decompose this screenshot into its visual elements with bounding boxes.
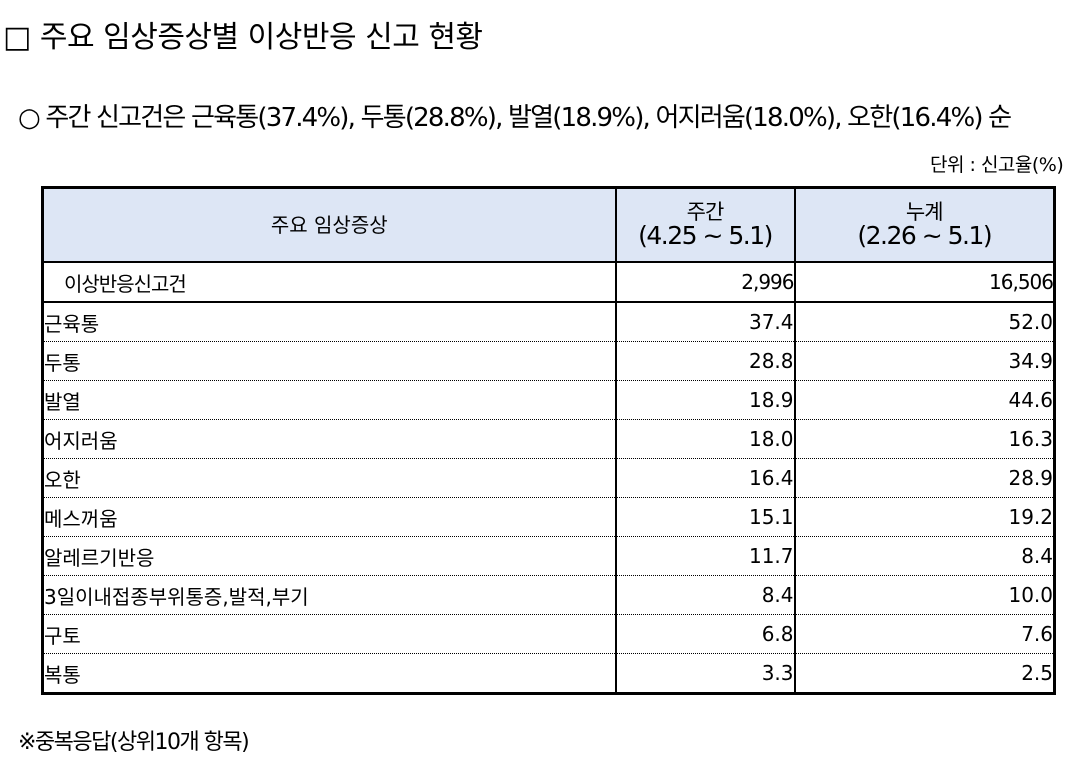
- header-symptom: 주요 임상증상: [41, 186, 617, 263]
- row-label: 메스꺼움: [41, 497, 617, 537]
- row-cumulative: 16.3: [793, 419, 1056, 459]
- row-cumulative: 8.4: [793, 536, 1056, 576]
- row-weekly: 37.4: [614, 302, 796, 342]
- row-label: 복통: [41, 653, 617, 694]
- header-cumulative: 누계 (2.26 ~ 5.1): [793, 186, 1056, 263]
- total-cumulative: 16,506: [793, 262, 1056, 303]
- row-weekly: 18.9: [614, 380, 796, 420]
- total-label: 이상반응신고건: [41, 262, 617, 303]
- row-weekly: 16.4: [614, 458, 796, 498]
- table-row: 구토 6.8 7.6: [41, 614, 1056, 654]
- row-label: 어지러움: [41, 419, 617, 459]
- header-weekly: 주간 (4.25 ~ 5.1): [614, 186, 796, 263]
- weekly-summary: ○ 주간 신고건은 근육통(37.4%), 두통(28.8%), 발열(18.9…: [18, 103, 1012, 133]
- row-weekly: 15.1: [614, 497, 796, 537]
- table-row: 알레르기반응 11.7 8.4: [41, 536, 1056, 576]
- table-row: 근육통 37.4 52.0: [41, 302, 1056, 342]
- table-row: 발열 18.9 44.6: [41, 380, 1056, 420]
- row-cumulative: 7.6: [793, 614, 1056, 654]
- unit-label: 단위 : 신고율(%): [930, 154, 1064, 176]
- row-weekly: 18.0: [614, 419, 796, 459]
- row-cumulative: 34.9: [793, 341, 1056, 381]
- section-heading: □ 주요 임상증상별 이상반응 신고 현황: [3, 20, 483, 55]
- row-cumulative: 19.2: [793, 497, 1056, 537]
- row-label: 근육통: [41, 302, 617, 342]
- row-label: 알레르기반응: [41, 536, 617, 576]
- header-cumulative-label: 누계: [905, 199, 944, 224]
- table-header-row: 주요 임상증상 주간 (4.25 ~ 5.1) 누계 (2.26 ~ 5.1): [41, 186, 1056, 263]
- row-label: 발열: [41, 380, 617, 420]
- table-row: 3일이내접종부위통증,발적,부기 8.4 10.0: [41, 575, 1056, 615]
- total-weekly: 2,996: [614, 262, 796, 303]
- row-weekly: 3.3: [614, 653, 796, 694]
- row-cumulative: 44.6: [793, 380, 1056, 420]
- row-weekly: 11.7: [614, 536, 796, 576]
- row-cumulative: 28.9: [793, 458, 1056, 498]
- row-weekly: 28.8: [614, 341, 796, 381]
- row-cumulative: 2.5: [793, 653, 1056, 694]
- table-row: 오한 16.4 28.9: [41, 458, 1056, 498]
- header-weekly-label: 주간: [686, 199, 725, 224]
- header-cumulative-period: (2.26 ~ 5.1): [857, 220, 992, 250]
- total-row: 이상반응신고건 2,996 16,506: [41, 262, 1056, 303]
- table-row: 복통 3.3 2.5: [41, 653, 1056, 694]
- header-weekly-period: (4.25 ~ 5.1): [638, 220, 773, 250]
- table-row: 메스꺼움 15.1 19.2: [41, 497, 1056, 537]
- row-label: 3일이내접종부위통증,발적,부기: [41, 575, 617, 615]
- symptom-table: 주요 임상증상 주간 (4.25 ~ 5.1) 누계 (2.26 ~ 5.1) …: [41, 186, 1056, 695]
- row-label: 오한: [41, 458, 617, 498]
- row-label: 구토: [41, 614, 617, 654]
- row-weekly: 8.4: [614, 575, 796, 615]
- row-cumulative: 10.0: [793, 575, 1056, 615]
- table-row: 두통 28.8 34.9: [41, 341, 1056, 381]
- footnote: ※중복응답(상위10개 항목): [18, 730, 250, 755]
- row-weekly: 6.8: [614, 614, 796, 654]
- row-label: 두통: [41, 341, 617, 381]
- table-row: 어지러움 18.0 16.3: [41, 419, 1056, 459]
- row-cumulative: 52.0: [793, 302, 1056, 342]
